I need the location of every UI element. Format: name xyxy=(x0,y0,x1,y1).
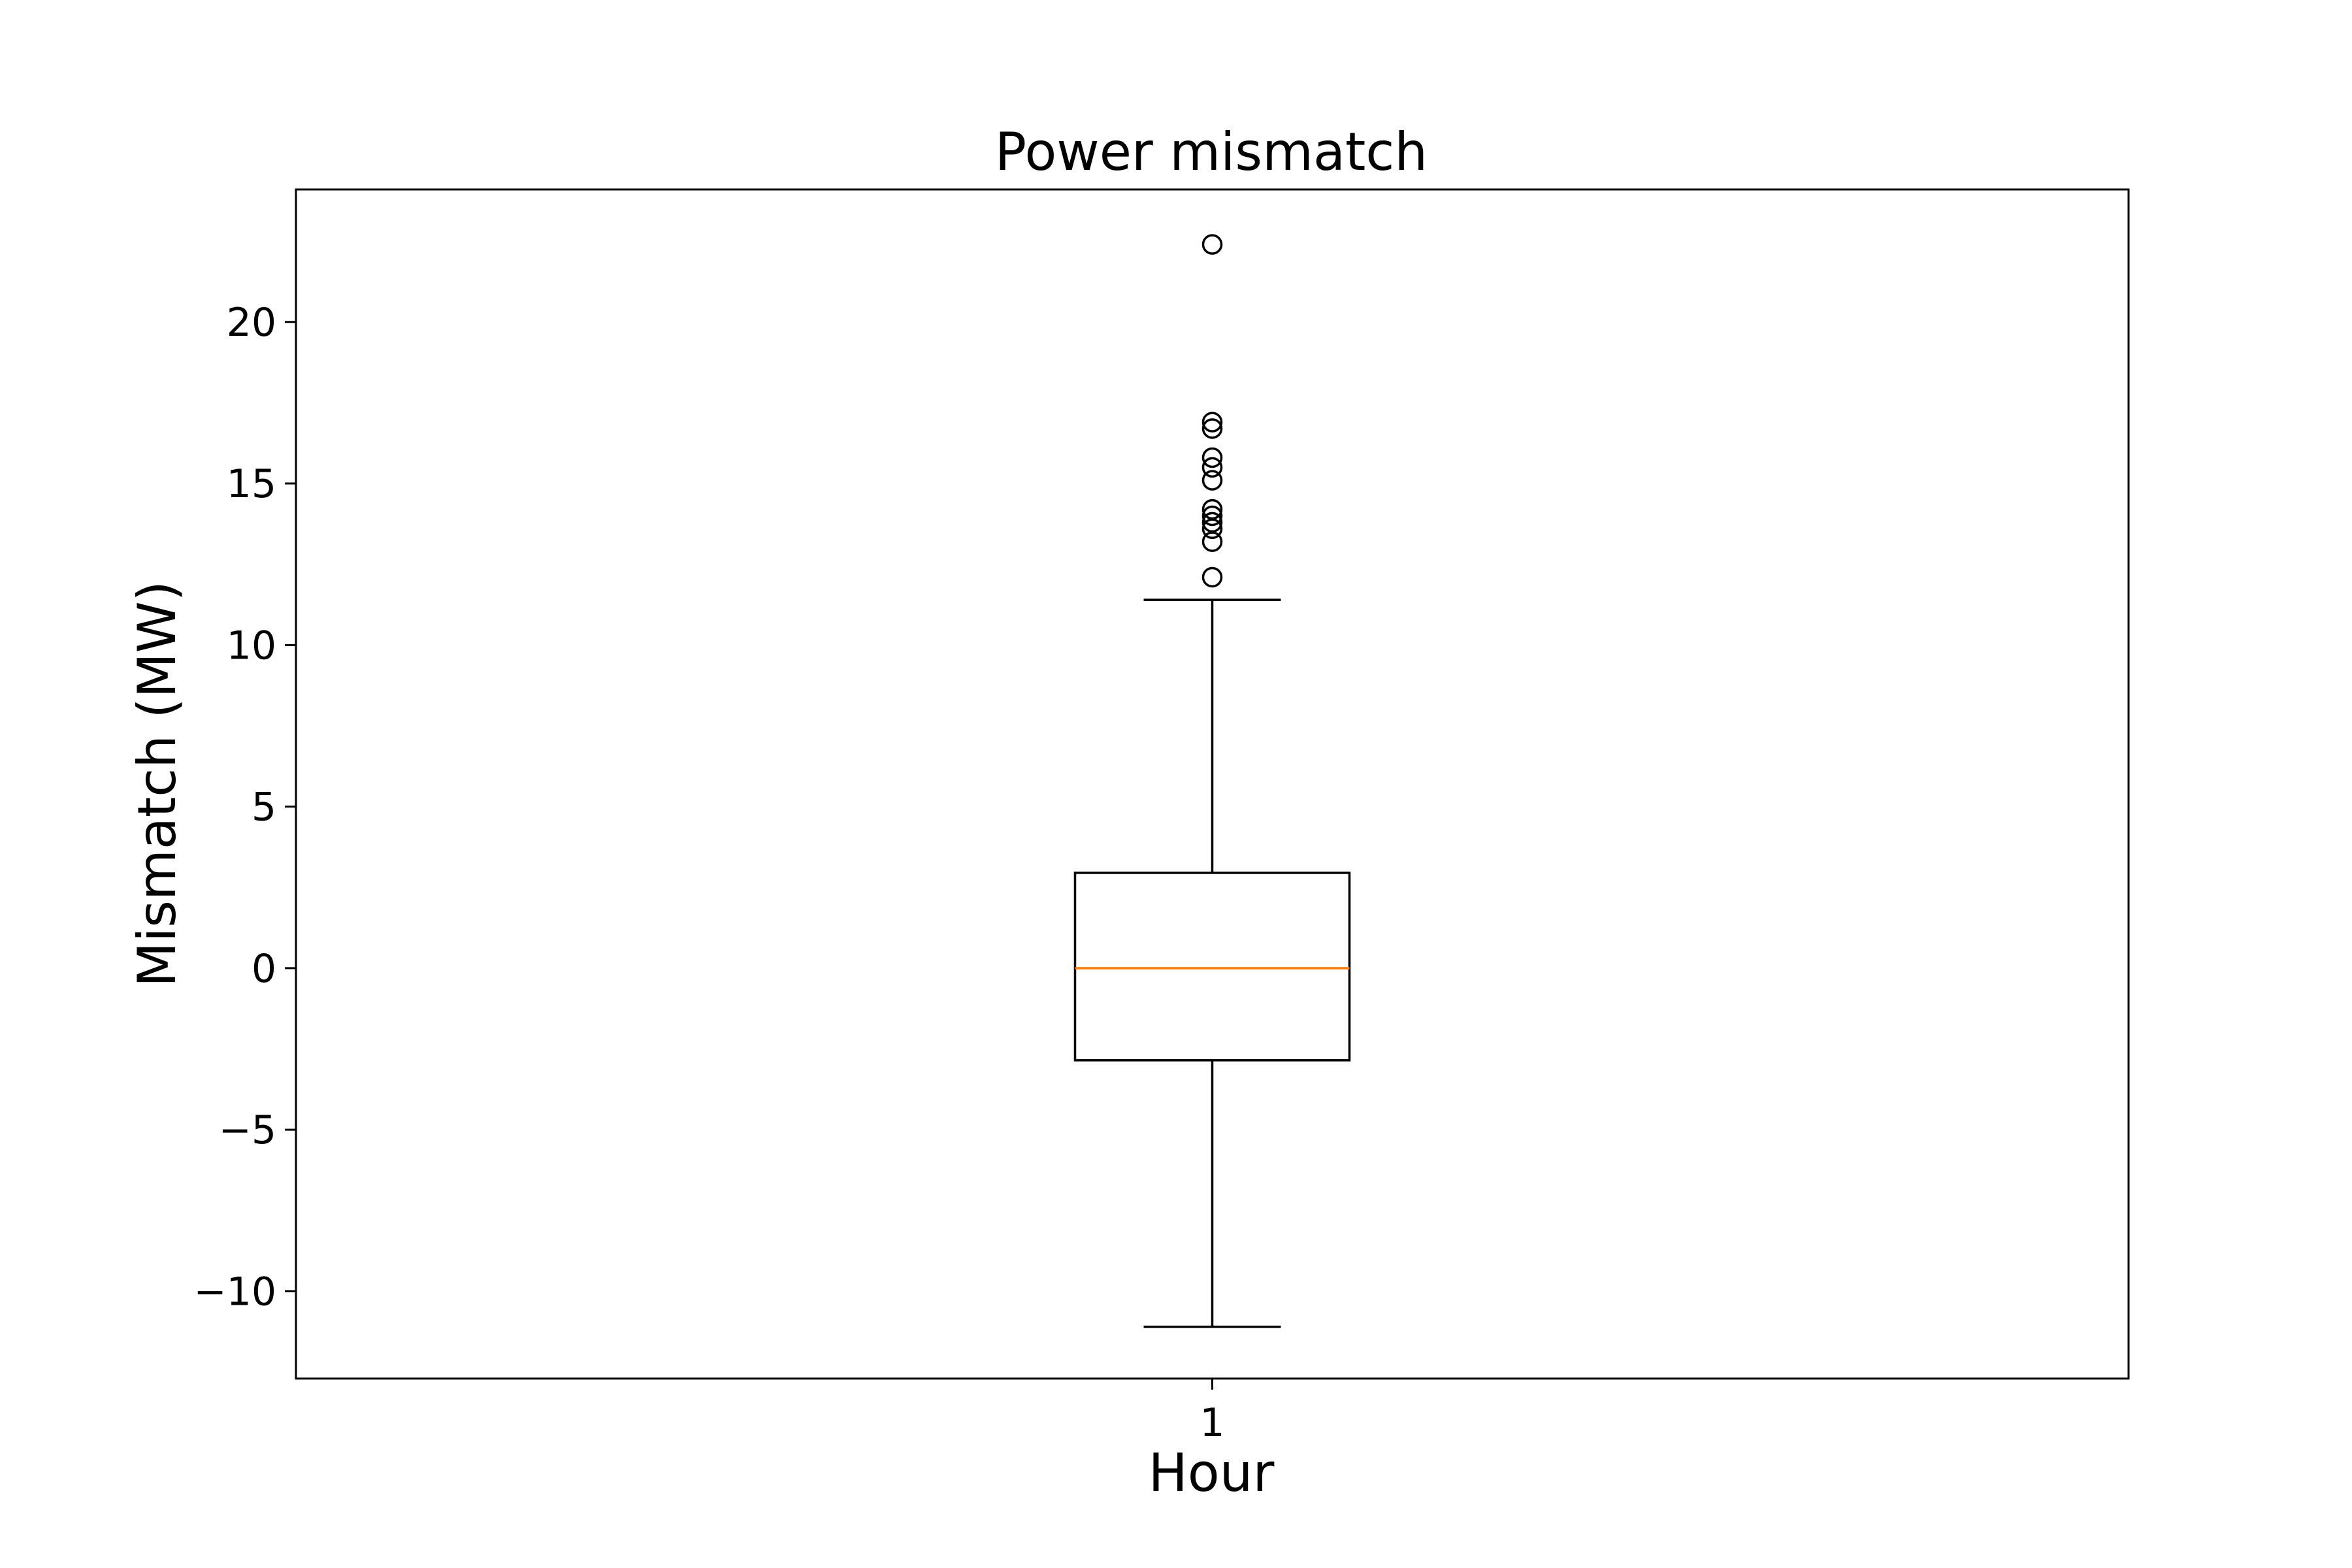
y-tick-label: 15 xyxy=(227,461,276,507)
y-tick-label: −5 xyxy=(219,1107,276,1153)
y-axis-label: Mismatch (MW) xyxy=(127,581,188,987)
outlier-point xyxy=(1201,447,1223,468)
y-tick-label: 0 xyxy=(252,946,276,992)
x-tick-label: 1 xyxy=(1200,1400,1224,1446)
x-axis-label: Hour xyxy=(1149,1443,1275,1503)
outlier-point xyxy=(1201,234,1223,255)
outlier-point xyxy=(1201,512,1223,533)
outlier-point xyxy=(1201,566,1223,588)
outlier-point xyxy=(1201,470,1223,491)
y-tick-label: 20 xyxy=(227,300,276,346)
outlier-point xyxy=(1201,412,1223,433)
plot-frame xyxy=(295,188,2130,1380)
chart-title: Power mismatch xyxy=(995,122,1428,182)
outlier-point xyxy=(1201,505,1223,527)
plot-marks xyxy=(1073,234,1351,1328)
outlier-point xyxy=(1201,498,1223,520)
y-tick-label: 10 xyxy=(227,623,276,668)
iqr-box xyxy=(1073,872,1351,1062)
y-tick-label: −10 xyxy=(193,1269,276,1315)
outlier-point xyxy=(1201,457,1223,478)
y-tick-label: 5 xyxy=(252,785,276,830)
axis-ticks: −10 −5 0 5 10 15 20 1 xyxy=(193,300,1224,1446)
outlier-point xyxy=(1201,418,1223,439)
